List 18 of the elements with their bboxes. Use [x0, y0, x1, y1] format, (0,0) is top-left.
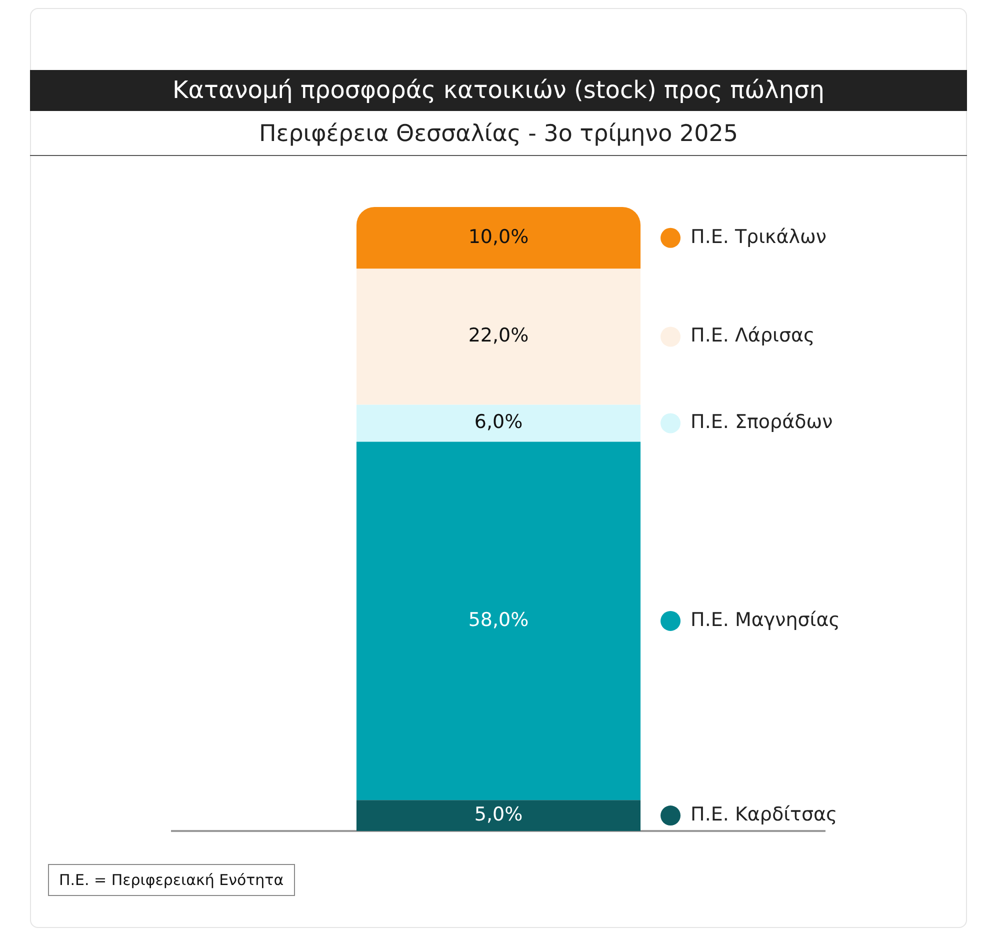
- chart-title: Κατανομή προσφοράς κατοικιών (stock) προς πώληση: [30, 70, 967, 111]
- data-label: 6,0%: [474, 411, 523, 434]
- legend-label: Π.Ε. Καρδίτσας: [690, 803, 838, 826]
- bar: [356, 800, 641, 831]
- data-label: 10,0%: [468, 226, 529, 248]
- data-label: 5,0%: [474, 803, 523, 826]
- bar: [356, 268, 641, 405]
- legend-label: Π.Ε. Σποράδων: [690, 411, 833, 434]
- chart-subtitle: Περιφέρεια Θεσσαλίας - 3ο τρίμηνο 2025: [30, 113, 967, 156]
- data-label: 58,0%: [468, 608, 529, 631]
- bar: [356, 442, 641, 800]
- bar: [356, 404, 641, 442]
- text: Π.Ε. = Περιφερειακή Ενότητα: [48, 864, 295, 896]
- data-label: 22,0%: [468, 324, 529, 347]
- legend-label: Π.Ε. Λάρισας: [690, 324, 815, 347]
- legend-label: Π.Ε. Μαγνησίας: [690, 608, 840, 631]
- bar: [356, 207, 641, 269]
- legend-label: Π.Ε. Τρικάλων: [690, 226, 827, 248]
